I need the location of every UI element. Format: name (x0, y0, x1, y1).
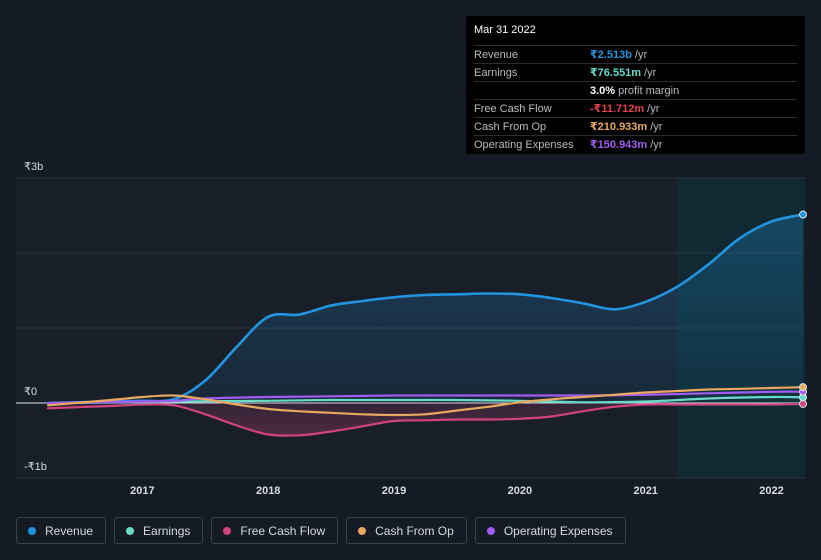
tooltip-value: ₹76.551m (590, 67, 642, 79)
x-tick-label: 2022 (759, 485, 783, 497)
revenue-area (48, 214, 803, 403)
tooltip-date: Mar 31 2022 (474, 24, 536, 36)
legend-dot-icon (358, 526, 367, 535)
y-axis-ticks: ₹3b ₹0 -₹1b (24, 161, 47, 473)
tooltip-unit: /yr (647, 103, 660, 115)
y-tick-label: ₹0 (24, 386, 37, 398)
cash-from-op-endpoint (799, 383, 807, 392)
legend-label: Earnings (143, 523, 191, 538)
legend-item-revenue[interactable]: Revenue (16, 517, 107, 544)
y-tick-label: ₹3b (24, 161, 43, 173)
tooltip-row: Operating Expenses ₹150.943m/yr (474, 135, 797, 153)
y-tick-label: -₹1b (24, 461, 47, 473)
tooltip-label: Operating Expenses (474, 138, 574, 151)
tooltip-label: Cash From Op (474, 120, 547, 133)
tooltip-row: Cash From Op ₹210.933m/yr (474, 117, 797, 135)
legend-item-earnings[interactable]: Earnings (114, 517, 204, 544)
tooltip-unit: /yr (650, 139, 663, 151)
x-tick-label: 2019 (382, 485, 406, 497)
tooltip-value: ₹150.943m (590, 139, 648, 151)
legend: Revenue Earnings Free Cash Flow Cash From O… (16, 517, 626, 546)
tooltip: Mar 31 2022 Revenue ₹2.513b/yr Earnings ₹76… (466, 16, 805, 154)
legend-dot-icon (126, 526, 135, 535)
tooltip-unit: /yr (644, 67, 657, 79)
revenue-endpoint (799, 210, 807, 219)
legend-item-operating-expenses[interactable]: Operating Expenses (474, 517, 626, 544)
legend-dot-icon (28, 526, 36, 535)
tooltip-row: Free Cash Flow -₹11.712m/yr (474, 99, 797, 117)
legend-label: Free Cash Flow (240, 523, 326, 538)
x-tick-label: 2021 (633, 485, 657, 497)
legend-dot-icon (223, 526, 232, 535)
cash-from-op-line (46, 386, 805, 417)
operating-expenses-line (46, 390, 805, 405)
legend-label: Revenue (45, 523, 94, 538)
series-lines (46, 213, 805, 437)
legend-label: Cash From Op (375, 523, 454, 538)
legend-dot-icon (486, 526, 495, 535)
tooltip-value: 3.0% (590, 84, 616, 97)
x-tick-label: 2020 (508, 485, 532, 497)
tooltip-label: Earnings (474, 66, 518, 79)
tooltip-unit: /yr (634, 49, 648, 61)
x-axis-ticks: 2017 2018 2019 2020 2021 2022 (130, 485, 784, 497)
tooltip-value: -₹11.712m (590, 103, 645, 115)
tooltip-unit: /yr (650, 121, 663, 133)
x-tick-label: 2018 (256, 485, 280, 497)
free-cash-flow-endpoint (799, 399, 807, 408)
tooltip-row: Earnings ₹76.551m/yr (474, 63, 797, 81)
series-endpoints (799, 210, 807, 408)
legend-item-free-cash-flow[interactable]: Free Cash Flow (211, 517, 339, 544)
legend-label: Operating Expenses (503, 523, 613, 538)
tooltip-row: 3.0% profit margin (474, 81, 797, 99)
legend-item-cash-from-op[interactable]: Cash From Op (346, 517, 467, 544)
tooltip-row: Revenue ₹2.513b/yr (474, 45, 797, 63)
tooltip-label: Free Cash Flow (474, 102, 552, 115)
tooltip-value: ₹210.933m (590, 121, 648, 133)
x-tick-label: 2017 (130, 485, 154, 497)
tooltip-label: Revenue (474, 48, 519, 61)
revenue-line (46, 213, 805, 405)
tooltip-value: ₹2.513b (590, 49, 632, 61)
free-cash-flow-line (46, 402, 805, 437)
tooltip-unit: profit margin (618, 84, 680, 97)
